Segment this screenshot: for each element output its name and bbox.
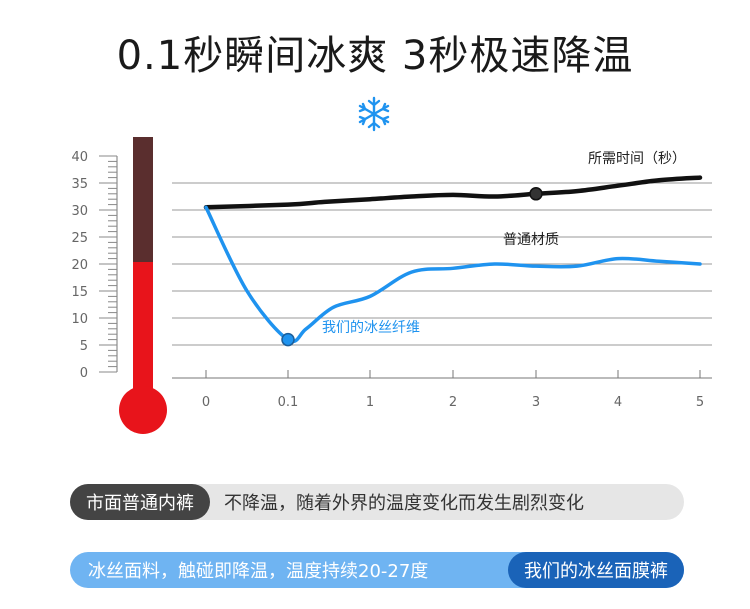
ice-comparison-pill: 冰丝面料，触碰即降温，温度持续20-27度 我们的冰丝面膜裤: [70, 552, 684, 588]
x-axis-title: 所需时间（秒）: [588, 151, 686, 167]
y-tick-label: 20: [71, 258, 88, 273]
thermometer-icon: [119, 137, 167, 434]
ice-silk-tag: 我们的冰丝面膜裤: [508, 552, 684, 588]
x-tick-label: 3: [532, 395, 540, 410]
normal-underwear-tag: 市面普通内裤: [70, 484, 210, 520]
y-tick-label: 40: [71, 150, 88, 165]
marker-normal: [529, 187, 543, 201]
y-tick-label: 35: [71, 177, 88, 192]
y-tick-label: 30: [71, 204, 88, 219]
page-title: 0.1秒瞬间冰爽 3秒极速降温: [116, 33, 634, 79]
normal-underwear-desc: 不降温，随着外界的温度变化而发生剧烈变化: [224, 493, 584, 514]
x-tick-label: 5: [696, 395, 704, 410]
x-tick-label: 0.1: [278, 395, 299, 410]
y-tick-label: 5: [80, 339, 88, 354]
series-line-ice: [204, 205, 702, 344]
marker-ice: [281, 332, 295, 347]
x-tick-label: 0: [202, 395, 210, 410]
x-tick-label: 4: [614, 395, 622, 410]
x-tick-label: 1: [366, 395, 374, 410]
y-tick-label: 15: [71, 285, 88, 300]
y-tick-label: 10: [71, 312, 88, 327]
ice-silk-desc: 冰丝面料，触碰即降温，温度持续20-27度: [88, 561, 429, 582]
series-label-normal: 普通材质: [503, 232, 559, 248]
x-tick-label: 2: [449, 395, 457, 410]
y-tick-label: 0: [80, 366, 88, 381]
series-label-ice: 我们的冰丝纤维: [322, 320, 420, 336]
normal-comparison-pill: 市面普通内裤 不降温，随着外界的温度变化而发生剧烈变化: [70, 484, 684, 520]
snowflake-icon: [358, 96, 390, 132]
series-line-normal: [203, 175, 703, 210]
y-tick-label: 25: [71, 231, 88, 246]
